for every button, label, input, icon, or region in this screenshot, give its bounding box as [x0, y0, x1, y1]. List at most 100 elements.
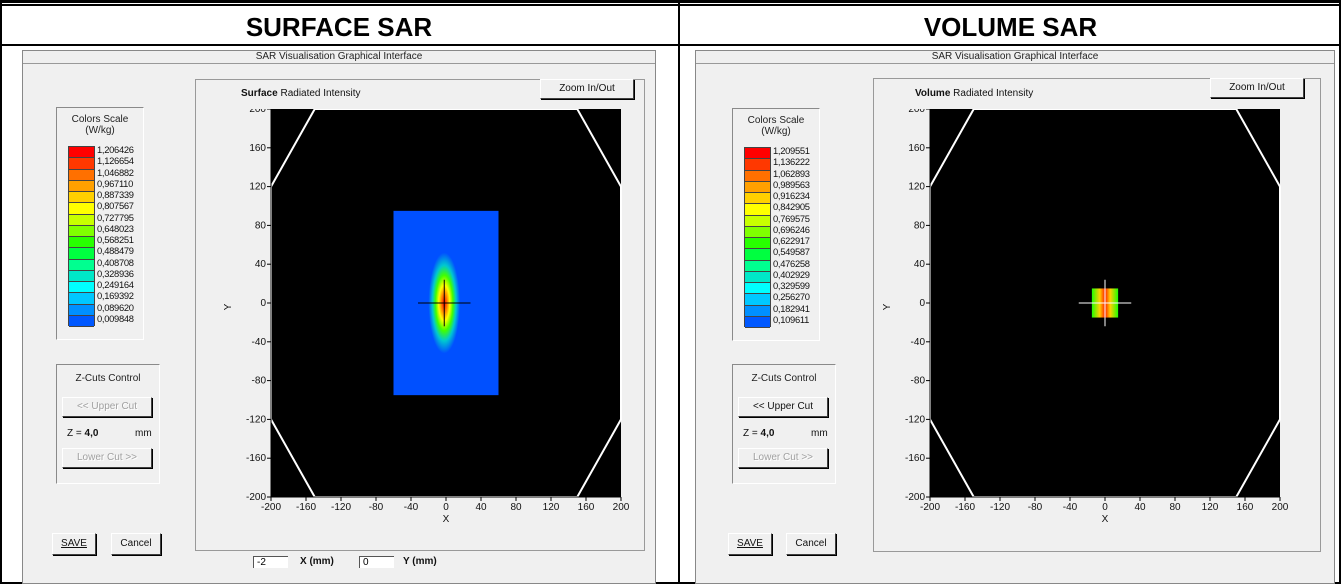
color-scale-swatch — [69, 282, 94, 294]
y-tick-label: 40 — [914, 259, 926, 270]
color-scale-swatch — [69, 169, 94, 181]
color-scale-swatch — [745, 159, 770, 171]
upper-cut-button[interactable]: << Upper Cut — [738, 397, 828, 417]
y-tick-label: -40 — [252, 337, 267, 348]
color-scale-value: 1,209551 — [773, 145, 810, 156]
color-scale-value: 0,967110 — [97, 177, 134, 189]
y-tick-label: 160 — [249, 143, 266, 154]
color-scale-swatch — [745, 226, 770, 238]
color-scale-value: 0,989563 — [773, 178, 810, 190]
color-scale-swatch — [69, 214, 94, 226]
upper-cut-button[interactable]: << Upper Cut — [62, 397, 152, 417]
color-scale-panel: Colors Scale (W/kg) 1,206426 1,126654 1,04… — [56, 107, 144, 340]
color-scale-value: 0,622917 — [773, 235, 810, 246]
x-tick-label: -160 — [955, 502, 975, 513]
color-scale-value: 0,488479 — [97, 245, 134, 257]
z-cuts-control: Z-Cuts Control << Upper Cut Z = 4,0 mm L… — [732, 364, 836, 484]
z-prefix: Z = — [67, 428, 82, 439]
y-tick-label: -80 — [911, 376, 926, 387]
surface-sar-plot[interactable]: -200 -160 -120 -80 -40 0 40 80 120 160 200 200 160 12… — [213, 109, 633, 529]
color-scale-swatch — [745, 204, 770, 216]
color-scale-value: 1,062893 — [773, 167, 810, 179]
surface-sar-heading: SURFACE SAR — [245, 12, 433, 42]
plot-title: Surface Radiated Intensity — [241, 88, 361, 99]
color-scale-value: 0,807567 — [97, 200, 134, 212]
color-scale-bar — [744, 147, 771, 328]
color-scale-swatch — [745, 181, 770, 193]
z-cuts-control: Z-Cuts Control << Upper Cut Z = 4,0 mm L… — [56, 364, 160, 484]
y-tick-label: -200 — [905, 492, 925, 503]
color-scale-value: 0,009848 — [97, 312, 134, 324]
cancel-button[interactable]: Cancel — [111, 533, 161, 555]
x-tick-label: 160 — [1237, 502, 1254, 513]
color-scale-value: 0,648023 — [97, 222, 134, 234]
plot-title-mode: Volume — [915, 88, 951, 99]
color-scale-value: 0,696246 — [773, 223, 810, 235]
cancel-button[interactable]: Cancel — [786, 533, 836, 555]
color-scale-swatch — [745, 215, 770, 227]
y-axis-label: Y — [223, 303, 234, 310]
y-tick-label: 40 — [255, 259, 267, 270]
y-axis-label: Y — [882, 303, 893, 310]
x-tick-label: 40 — [1134, 502, 1146, 513]
color-scale-value: 1,126654 — [97, 155, 134, 167]
color-scale-values: 1,206426 1,126654 1,046882 0,967110 0,887339… — [97, 144, 134, 324]
color-scale-value: 0,169392 — [97, 290, 134, 302]
color-scale-panel: Colors Scale (W/kg) 1,209551 1,136222 1,06… — [732, 108, 820, 341]
x-tick-label: 40 — [475, 502, 487, 513]
y-tick-label: -120 — [905, 414, 925, 425]
x-tick-label: -40 — [404, 502, 419, 513]
x-coordinate-label: X (mm) — [300, 556, 334, 567]
color-scale-swatch — [745, 170, 770, 182]
color-scale-value: 0,916234 — [773, 190, 810, 201]
x-coordinate-input[interactable]: -2 — [253, 556, 288, 568]
color-scale-swatch — [745, 249, 770, 261]
save-button[interactable]: SAVE — [728, 533, 772, 555]
x-tick-label: 0 — [443, 502, 449, 513]
color-scale-unit: (W/kg) — [85, 125, 115, 136]
y-tick-label: -120 — [246, 414, 266, 425]
color-scale-swatch — [69, 315, 94, 327]
volume-sar-plot[interactable]: -200 -160 -120 -80 -40 0 40 80 120 160 200 200 160 12… — [872, 109, 1292, 529]
x-tick-label: -80 — [369, 502, 384, 513]
color-scale-unit: (W/kg) — [761, 126, 791, 137]
z-value: 4,0 — [84, 428, 99, 439]
color-scale-value: 0,089620 — [97, 301, 134, 313]
z-readout: Z = 4,0 — [743, 428, 774, 439]
z-prefix: Z = — [743, 428, 758, 439]
color-scale-swatch — [745, 294, 770, 306]
color-scale-value: 0,402929 — [773, 268, 810, 280]
zoom-button[interactable]: Zoom In/Out — [1210, 78, 1304, 98]
color-scale-title: Colors Scale — [71, 114, 129, 125]
lower-cut-button[interactable]: Lower Cut >> — [62, 448, 152, 468]
color-scale-value: 0,769575 — [773, 212, 810, 224]
y-tick-label: 200 — [908, 109, 925, 115]
x-tick-label: -200 — [920, 502, 940, 513]
y-tick-label: 200 — [249, 109, 266, 115]
color-scale-bar — [68, 146, 95, 327]
y-tick-label: 0 — [260, 298, 266, 309]
y-tick-label: -160 — [905, 453, 925, 464]
x-tick-label: 160 — [578, 502, 595, 513]
save-button[interactable]: SAVE — [52, 533, 96, 555]
color-scale-swatch — [69, 203, 94, 215]
y-tick-label: -200 — [246, 492, 266, 503]
y-coordinate-input[interactable]: 0 — [359, 556, 394, 568]
lower-cut-button[interactable]: Lower Cut >> — [738, 448, 828, 468]
x-tick-label: -160 — [296, 502, 316, 513]
y-tick-label: -160 — [246, 453, 266, 464]
header-divider — [0, 44, 1341, 46]
zoom-button[interactable]: Zoom In/Out — [540, 79, 634, 99]
color-scale-value: 0,408708 — [97, 256, 134, 268]
x-tick-label: -200 — [261, 502, 281, 513]
y-tick-label: -80 — [252, 376, 267, 387]
color-scale-value: 1,206426 — [97, 144, 134, 155]
color-scale-swatch — [69, 192, 94, 204]
volume-window: SAR Visualisation Graphical Interface Co… — [695, 50, 1335, 584]
x-tick-label: -120 — [990, 502, 1010, 513]
color-scale-title: Colors Scale — [747, 115, 805, 126]
color-scale-swatch — [69, 270, 94, 282]
color-scale-swatch — [745, 238, 770, 250]
y-coordinate-label: Y (mm) — [403, 556, 437, 567]
